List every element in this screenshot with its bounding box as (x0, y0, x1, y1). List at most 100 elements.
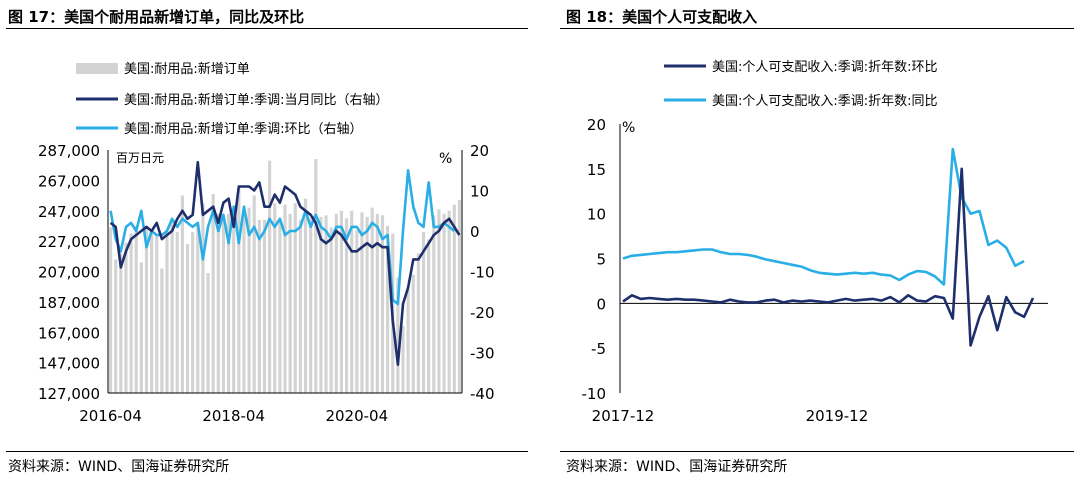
bar-durable-orders (339, 210, 344, 393)
y-left-tick-label: 287,000 (38, 142, 100, 160)
y-right-unit: % (439, 151, 452, 167)
x-tick-label: 2019-12 (806, 407, 869, 425)
bar-durable-orders (211, 194, 215, 393)
y-left-tick-label: 187,000 (38, 294, 100, 312)
bar-durable-orders (206, 273, 210, 393)
y-tick-label: 15 (587, 161, 606, 179)
chart17-title-rule (6, 28, 528, 29)
bar-durable-orders (124, 242, 128, 393)
series-line-mom (109, 169, 456, 306)
series-line-yoy (622, 147, 1025, 286)
bar-durable-orders (134, 225, 138, 393)
bar-durable-orders (201, 203, 205, 393)
legend-label-yoy: 美国:个人可支配收入:季调:折年数:同比 (712, 94, 938, 109)
bar-durable-orders (108, 227, 113, 393)
chart17-title: 图 17：美国个耐用品新增订单，同比及环比 (8, 8, 305, 26)
chart18-source: 资料来源：WIND、国海证券研究所 (566, 459, 788, 475)
y-left-tick-label: 267,000 (38, 172, 100, 190)
y-tick-label: -10 (582, 385, 607, 403)
y-left-tick-label: 207,000 (38, 264, 100, 282)
y-right-tick-label: 20 (470, 142, 489, 160)
bar-durable-orders (344, 218, 349, 393)
x-tick-label: 2017-12 (592, 407, 655, 425)
bar-durable-orders (247, 207, 251, 393)
bar-durable-orders (170, 221, 174, 393)
chart17-source: 资料来源：WIND、国海证券研究所 (8, 459, 230, 475)
y-left-tick-label: 247,000 (38, 203, 100, 221)
legend-label-mom: 美国:个人可支配收入:季调:折年数:环比 (712, 60, 938, 75)
bar-durable-orders (165, 232, 169, 393)
y-tick-label: 20 (587, 116, 606, 134)
y-left-unit: 百万日元 (116, 151, 164, 165)
bar-durable-orders (442, 213, 446, 393)
bar-durable-orders (380, 215, 385, 393)
bar-durable-orders (416, 253, 420, 393)
bar-durable-orders (427, 239, 431, 393)
bar-durable-orders (319, 216, 323, 393)
bar-durable-orders (457, 200, 462, 393)
bar-durable-orders (437, 209, 441, 393)
bar-durable-orders (119, 253, 123, 393)
bar-durable-orders (185, 244, 190, 393)
bar-durable-orders (242, 209, 246, 393)
chart18-title-rule (560, 28, 1074, 29)
bar-durable-orders (262, 219, 267, 393)
bar-durable-orders (221, 216, 226, 393)
bar-durable-orders (309, 218, 313, 393)
bar-durable-orders (252, 195, 256, 393)
bar-durable-orders (283, 204, 287, 393)
bar-durable-orders (150, 233, 154, 393)
bar-durable-orders (334, 213, 338, 393)
y-tick-label: 5 (596, 251, 606, 269)
bar-durable-orders (114, 259, 118, 393)
bar-durable-orders (303, 198, 308, 393)
bar-durable-orders (421, 232, 426, 393)
y-tick-label: -5 (591, 340, 606, 358)
legend-label-yoy: 美国:耐用品:新增订单:季调:当月同比（右轴） (124, 92, 389, 108)
bar-durable-orders (329, 227, 333, 393)
bar-durable-orders (257, 219, 261, 393)
bar-durable-orders (411, 274, 415, 393)
legend-swatch-durable-orders (76, 63, 118, 74)
bar-durable-orders (129, 233, 133, 393)
bar-durable-orders (350, 210, 354, 393)
bar-durable-orders (155, 235, 159, 393)
x-tick-label: 2018-04 (202, 407, 265, 425)
bar-durable-orders (268, 160, 272, 393)
bar-durable-orders (375, 213, 379, 393)
y-tick-label: 0 (596, 295, 606, 313)
series-line-mom (622, 167, 1035, 347)
x-tick-label: 2020-04 (325, 407, 388, 425)
bar-durable-orders (324, 215, 328, 393)
bar-durable-orders (139, 262, 143, 393)
bar-durable-orders (355, 230, 359, 393)
chart18-plot: 美国:个人可支配收入:季调:折年数:环比美国:个人可支配收入:季调:折年数:同比… (582, 60, 1048, 425)
bar-durable-orders (288, 213, 292, 393)
y-left-tick-label: 227,000 (38, 233, 100, 251)
bar-durable-orders (196, 222, 200, 393)
y-unit: % (622, 120, 635, 136)
bar-durable-orders (278, 218, 282, 393)
bar-durable-orders (180, 195, 184, 393)
y-tick-label: 10 (587, 206, 606, 224)
bar-durable-orders (144, 228, 149, 393)
bar-durable-orders (232, 212, 236, 393)
bar-durable-orders (273, 203, 277, 393)
chart17-source-rule (6, 451, 528, 452)
y-right-tick-label: 10 (470, 183, 489, 201)
bar-durable-orders (298, 219, 302, 393)
y-left-tick-label: 167,000 (38, 324, 100, 342)
bar-durable-orders (226, 213, 231, 393)
bar-durable-orders (293, 203, 297, 393)
chart18-source-rule (560, 451, 1074, 452)
bar-durable-orders (216, 213, 220, 393)
y-left-tick-label: 127,000 (38, 385, 100, 403)
series-line-yoy (109, 160, 461, 366)
bar-durable-orders (386, 225, 390, 393)
bar-durable-orders (360, 212, 364, 393)
y-right-tick-label: -30 (470, 345, 495, 363)
bar-durable-orders (401, 326, 405, 393)
bar-durable-orders (447, 210, 451, 393)
bar-durable-orders (396, 277, 400, 393)
